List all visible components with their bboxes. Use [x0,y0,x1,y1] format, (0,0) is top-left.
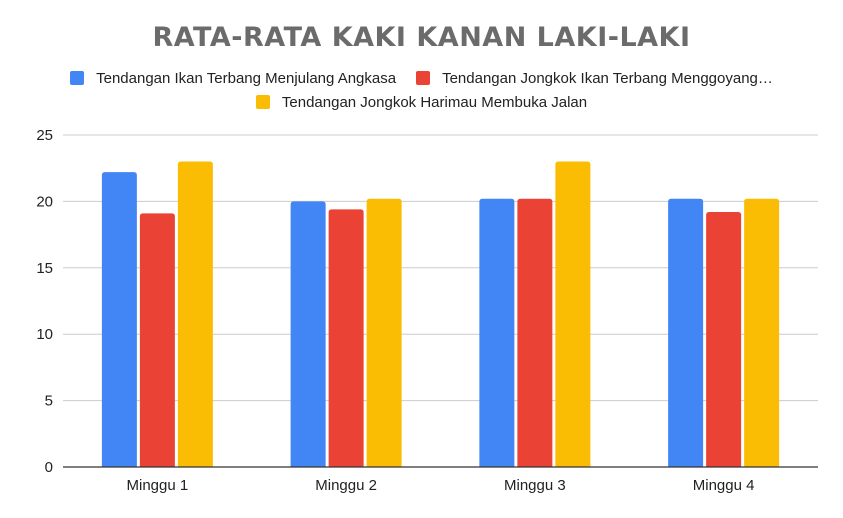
legend-label-series-3: Tendangan Jongkok Harimau Membuka Jalan [281,93,588,111]
bar-series-3-minggu-3 [555,161,591,467]
y-tick-label: 5 [45,393,53,410]
legend-label-series-2: Tendangan Jongkok Ikan Terbang Menggoyan… [442,69,773,87]
legend-swatch-series-3 [255,95,270,109]
y-tick-label: 10 [36,326,53,343]
legend-item-series-1[interactable]: Tendangan Ikan Terbang Menjulang Angkasa [70,70,396,87]
bar-series-1-minggu-3 [479,198,515,467]
bar-series-3-minggu-2 [366,198,402,467]
bar-series-1-minggu-2 [290,201,326,467]
legend-swatch-series-2 [416,71,431,85]
x-tick-label: Minggu 4 [693,477,755,494]
y-tick-label: 25 [36,127,53,144]
bar-series-2-minggu-3 [517,198,553,467]
y-tick-label: 20 [36,193,53,210]
legend-item-series-2[interactable]: Tendangan Jongkok Ikan Terbang Menggoyan… [416,70,773,87]
y-tick-label: 15 [36,260,53,277]
x-tick-label: Minggu 1 [127,477,189,494]
bar-series-3-minggu-1 [177,161,213,467]
x-tick-label: Minggu 3 [504,477,566,494]
legend-row-1: Tendangan Ikan Terbang Menjulang Angkasa… [0,66,843,90]
legend-swatch-series-1 [70,71,85,85]
x-tick-label: Minggu 2 [315,477,377,494]
bar-series-3-minggu-4 [744,198,780,467]
bar-series-2-minggu-1 [139,213,175,467]
legend-label-series-1: Tendangan Ikan Terbang Menjulang Angkasa [96,69,397,87]
bar-series-2-minggu-2 [328,209,364,468]
bar-series-1-minggu-1 [101,172,137,467]
legend-row-2: Tendangan Jongkok Harimau Membuka Jalan [0,90,843,114]
y-tick-label: 0 [45,459,53,476]
legend: Tendangan Ikan Terbang Menjulang Angkasa… [0,66,843,114]
legend-item-series-3[interactable]: Tendangan Jongkok Harimau Membuka Jalan [255,93,588,111]
chart-title: RATA-RATA KAKI KANAN LAKI-LAKI [152,22,691,53]
bar-series-1-minggu-4 [668,198,704,467]
bar-series-2-minggu-4 [706,212,742,467]
